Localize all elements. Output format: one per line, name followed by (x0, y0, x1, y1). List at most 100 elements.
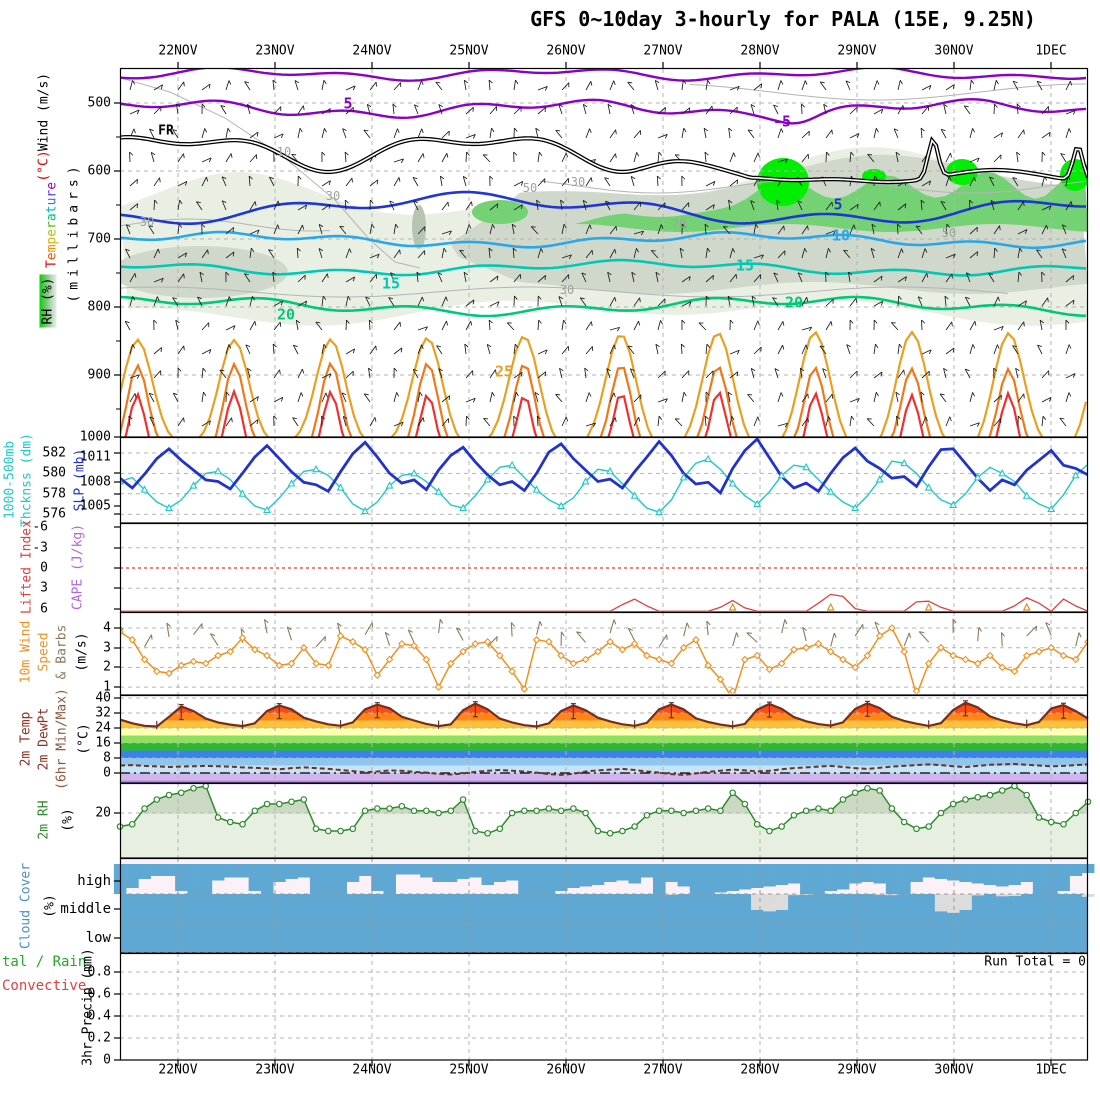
x-axis-top-label: 26NOV (546, 43, 586, 59)
axis-label-millibars: (millibars) (66, 161, 82, 303)
x-axis-bottom-label: 27NOV (643, 1062, 683, 1078)
p2-tick-576: 576 (42, 506, 66, 522)
axis-label-temperature: Temperature (44, 181, 60, 269)
p5-tick-16: 16 (95, 735, 111, 751)
p3-tick-3: 3 (40, 580, 48, 596)
p3-tick-0: 0 (40, 560, 48, 576)
p5-tick-0: 0 (103, 765, 111, 781)
p2-tick-580: 580 (42, 465, 66, 481)
p3-tick-m6: -6 (32, 519, 48, 535)
p8-tick-04: 0.4 (87, 1008, 111, 1024)
axis-label-degc2: (°C) (76, 723, 92, 755)
axis-label-10m-wind: 10m Wind (18, 620, 34, 684)
axis-label-pct2: (%) (42, 894, 58, 918)
x-axis-bottom-label: 26NOV (546, 1062, 586, 1078)
contour-label-20a: 20 (276, 305, 296, 324)
p1-tick-900: 900 (87, 367, 111, 383)
x-axis-top-label: 1DEC (1035, 43, 1067, 59)
cloud-level-low: low (85, 930, 111, 946)
x-axis-top-label: 29NOV (837, 43, 877, 59)
contour-label-10: 10 (831, 226, 851, 245)
axis-label-cape: CAPE (J/kg) (70, 523, 86, 611)
axis-label-ms: (m/s) (74, 632, 90, 672)
axis-label-minmax: (6hr Min/Max) (54, 688, 70, 790)
contour-label-5: 5 (833, 195, 843, 214)
p8-tick-02: 0.2 (87, 1030, 111, 1046)
p8-tick-0: 0 (103, 1052, 111, 1068)
rh-contour-30b: 30 (325, 189, 341, 203)
rh-contour-30a: 30 (139, 215, 155, 229)
cloud-level-high: high (77, 873, 111, 889)
p8-tick-08: 0.8 (87, 964, 111, 980)
rh-contour-30d: 30 (559, 283, 575, 297)
x-axis-bottom-label: 30NOV (934, 1062, 974, 1078)
p5-tick-8: 8 (103, 750, 111, 766)
contour-label-25: 25 (494, 362, 514, 381)
contour-label-minus5a: 5 (343, 94, 353, 113)
x-axis-top-label: 27NOV (643, 43, 683, 59)
p1-tick-1000: 1000 (79, 429, 111, 445)
run-total: Run Total = 0 (984, 954, 1086, 970)
axis-label-2m-rh: 2m RH (36, 800, 52, 840)
p5-tick-32: 32 (95, 705, 111, 721)
x-axis-top-label: 30NOV (934, 43, 974, 59)
axis-label-barbs: & Barbs (54, 624, 70, 680)
contour-label-15b: 15 (735, 256, 755, 275)
x-axis-bottom-label: 23NOV (255, 1062, 295, 1078)
rh-contour-70: 70 (671, 217, 687, 231)
x-axis-bottom-label: 29NOV (837, 1062, 877, 1078)
rh-contour-10: 10 (276, 145, 292, 159)
axis-label-pct1: (%) (60, 808, 76, 832)
p3-tick-6: 6 (40, 601, 48, 617)
cloud-level-middle: middle (60, 901, 111, 917)
p2-tick-582: 582 (42, 445, 66, 461)
x-axis-top-label: 22NOV (158, 43, 198, 59)
x-axis-top-label: 23NOV (255, 43, 295, 59)
precip-label-convective: Convective (2, 978, 87, 994)
rh-contour-50b: 50 (941, 226, 957, 240)
precip-label-rain: tal / Rain (2, 954, 87, 970)
x-axis-top-label: 24NOV (352, 43, 392, 59)
x-axis-bottom-label: 25NOV (449, 1062, 489, 1078)
p1-tick-700: 700 (87, 231, 111, 247)
rh-legend-text: RH (%) (40, 277, 56, 325)
p4-tick-1: 1 (103, 679, 111, 695)
contour-label-20b: 20 (784, 293, 804, 312)
chart-title: GFS 0~10day 3-hourly for PALA (15E, 9.25… (530, 7, 1036, 31)
p4-tick-3: 3 (103, 640, 111, 656)
rh-contour-50a: 50 (522, 181, 538, 195)
p4-tick-4: 4 (103, 620, 111, 636)
axis-label-2m-dewpt: 2m DewPt (36, 707, 52, 771)
axis-label-wind: Wind (m/s) (36, 72, 52, 152)
p4-tick-2: 2 (103, 659, 111, 675)
x-axis-top-label: 28NOV (740, 43, 780, 59)
x-axis-bottom-label: 22NOV (158, 1062, 198, 1078)
axis-label-thickness-1: 1000-500mb (2, 440, 18, 520)
contour-label-15a: 15 (381, 274, 401, 293)
p1-tick-600: 600 (87, 163, 111, 179)
p2-tick-1005: 1005 (79, 498, 111, 514)
contour-label-minus5b: -5 (772, 112, 792, 131)
p2-tick-1011: 1011 (79, 449, 111, 465)
x-axis-bottom-label: 28NOV (740, 1062, 780, 1078)
x-axis-bottom-label: 1DEC (1035, 1062, 1067, 1078)
axis-label-2m-temp: 2m Temp (18, 711, 34, 767)
rh-contour-30c: 30 (570, 175, 586, 189)
p5-tick-40: 40 (95, 690, 111, 706)
p6-tick-20: 20 (95, 805, 111, 821)
p5-tick-24: 24 (95, 720, 111, 736)
p1-tick-500: 500 (87, 95, 111, 111)
axis-label-thickness-2: Thcknss (dm) (19, 433, 35, 527)
freezing-level-label: FR (158, 123, 174, 139)
p2-tick-1008: 1008 (79, 474, 111, 490)
rh-colorbar-legend: RH (%) (39, 274, 57, 328)
p2-tick-578: 578 (42, 486, 66, 502)
axis-label-speed: Speed (36, 632, 52, 672)
p3-tick-m3: -3 (32, 540, 48, 556)
axis-label-degc: (°C) (36, 150, 52, 182)
p8-tick-06: 0.6 (87, 986, 111, 1002)
p1-tick-800: 800 (87, 299, 111, 315)
axis-label-cloud-cover: Cloud Cover (18, 862, 34, 950)
